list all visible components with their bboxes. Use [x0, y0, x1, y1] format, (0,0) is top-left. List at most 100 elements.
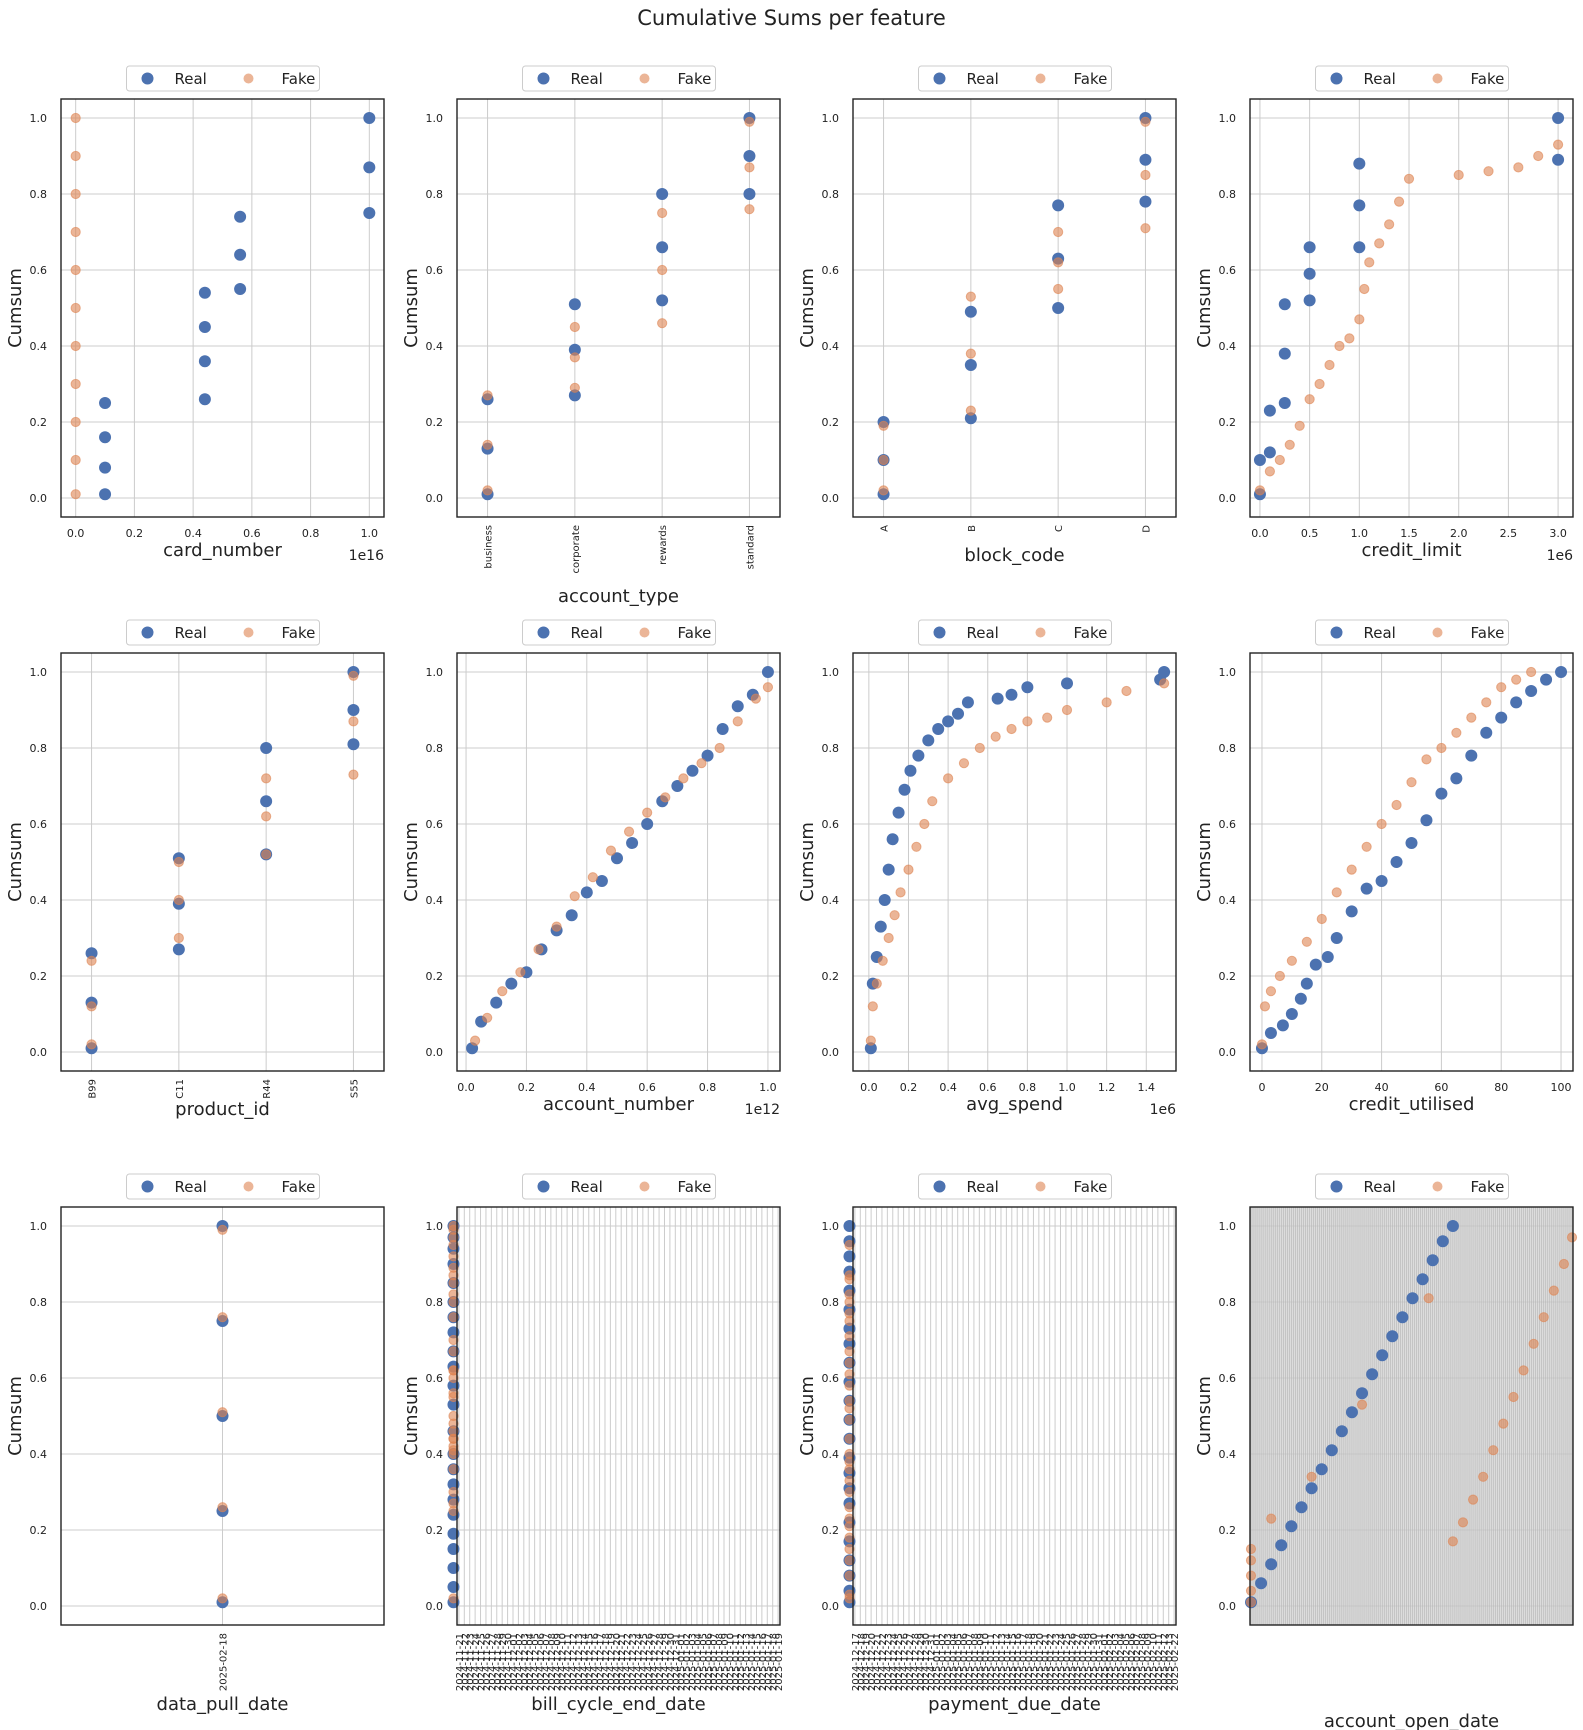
- x-tick-label: 1.2: [1098, 1081, 1116, 1094]
- real-point: [1356, 1387, 1369, 1400]
- fake-point: [217, 1224, 228, 1235]
- x-tick-label: 2025-02-05: [1121, 1633, 1132, 1691]
- fake-point: [1286, 955, 1297, 966]
- x-axis-label: credit_limit: [1361, 540, 1461, 561]
- x-tick-label: 2024-12-18: [856, 1633, 867, 1691]
- fake-point: [958, 758, 970, 769]
- x-tick-label: 2.0: [1450, 527, 1468, 540]
- y-tick-label: 0.6: [822, 264, 840, 277]
- real-point: [912, 749, 925, 762]
- legend-fake-label: Fake: [1471, 624, 1505, 642]
- fake-point: [482, 439, 493, 450]
- real-point: [1061, 677, 1074, 690]
- legend-real-label: Real: [1364, 624, 1396, 642]
- real-point: [1303, 267, 1316, 280]
- y-tick-label: 1.0: [822, 1220, 840, 1233]
- legend-real-label: Real: [571, 70, 603, 88]
- real-point: [656, 294, 669, 307]
- fake-point: [497, 986, 508, 997]
- y-tick-label: 0.0: [426, 492, 444, 505]
- real-point: [932, 723, 945, 735]
- real-point: [198, 355, 211, 368]
- x-tick-label: 2024-12-07: [541, 1633, 552, 1691]
- subplot-avg_spend: 0.0 0.2 0.4 0.6 0.8 1.0 0.0 0.2 0.4 0.6 0.8 1.0 1.2 1…: [797, 619, 1177, 1118]
- real-point: [1263, 446, 1276, 459]
- y-tick-label: 0.0: [1219, 1046, 1237, 1059]
- y-axis-label: Cumsum: [1194, 822, 1215, 902]
- real-point: [1353, 199, 1366, 212]
- real-point: [1255, 1577, 1268, 1590]
- fake-point: [657, 207, 668, 219]
- x-tick-label: 2025-01-03: [943, 1633, 954, 1691]
- fake-point: [261, 773, 272, 784]
- real-point: [1426, 1254, 1439, 1267]
- y-tick-label: 0.4: [1219, 340, 1237, 353]
- real-point: [942, 715, 955, 728]
- x-tick-label: 2025-01-03: [688, 1633, 699, 1691]
- real-point: [626, 837, 639, 849]
- fake-point: [871, 978, 882, 989]
- legend-fake-label: Fake: [1074, 624, 1108, 642]
- x-axis-label: account_number: [543, 1094, 695, 1115]
- x-tick-label: 2024-12-25: [894, 1633, 905, 1691]
- y-tick-label: 0.4: [1219, 894, 1237, 907]
- fake-point: [1256, 1039, 1268, 1050]
- x-tick-label: 2024-12-09: [552, 1633, 563, 1691]
- x-tick-label: 2025-01-21: [1040, 1633, 1051, 1691]
- x-tick-label: A: [880, 525, 891, 532]
- real-point: [347, 738, 360, 751]
- real-point: [1345, 1406, 1358, 1419]
- x-tick-label: 2025-01-22: [1046, 1633, 1057, 1691]
- legend-real-marker: [933, 626, 946, 639]
- legend-fake-label: Fake: [1471, 70, 1505, 88]
- y-tick-label: 0.6: [426, 818, 444, 831]
- fake-point: [1457, 1517, 1469, 1528]
- y-tick-label: 0.4: [30, 1448, 48, 1461]
- x-tick-label: 1.4: [1138, 1081, 1156, 1094]
- legend-real-marker: [537, 626, 550, 639]
- real-point: [1305, 1482, 1318, 1495]
- x-tick-label: 2025-01-19: [1029, 1633, 1040, 1691]
- x-tick-label: 2025-01-28: [1078, 1633, 1089, 1691]
- fake-point: [1245, 1585, 1257, 1596]
- real-point: [505, 977, 518, 990]
- y-tick-label: 0.8: [1219, 742, 1237, 755]
- real-point: [1295, 1501, 1308, 1514]
- fake-point: [348, 716, 359, 727]
- real-point: [1366, 1368, 1379, 1381]
- fake-point: [844, 1502, 855, 1513]
- x-tick-label: S55: [349, 1079, 360, 1098]
- y-tick-label: 0.6: [426, 1372, 444, 1385]
- fake-point: [217, 1593, 228, 1604]
- x-tick-label: 2025-01-30: [1089, 1633, 1100, 1691]
- real-point: [198, 393, 211, 406]
- real-point: [991, 692, 1004, 705]
- real-point: [1139, 195, 1152, 208]
- y-tick-label: 0.8: [1219, 1296, 1237, 1309]
- y-tick-label: 0.0: [30, 1046, 48, 1059]
- x-tick-label: 2025-01-04: [948, 1633, 959, 1691]
- fake-point: [1245, 1570, 1257, 1581]
- fake-point: [1393, 196, 1405, 207]
- fake-point: [470, 1035, 481, 1046]
- real-point: [1390, 856, 1403, 868]
- x-tick-label: B99: [88, 1079, 99, 1099]
- x-tick-label: 2024-12-16: [590, 1633, 601, 1691]
- fake-point: [623, 826, 635, 837]
- real-point: [1510, 696, 1523, 709]
- fake-point: [927, 796, 938, 807]
- fake-point: [261, 849, 272, 860]
- x-tick-label: 0.4: [939, 1081, 957, 1094]
- real-point: [1309, 958, 1322, 971]
- x-tick-label: 2025-01-26: [1067, 1633, 1078, 1691]
- fake-point: [1316, 913, 1327, 925]
- real-point: [595, 875, 608, 887]
- y-tick-label: 0.2: [822, 970, 840, 983]
- subplot-card_number: 0.0 0.2 0.4 0.6 0.8 1.0 0.0 0.2 0.4 0.6 0.8 1.0 1e16…: [5, 65, 385, 564]
- y-tick-label: 0.2: [426, 416, 444, 429]
- real-point: [198, 286, 211, 299]
- x-tick-label: 2025-01-12: [736, 1633, 747, 1691]
- x-tick-label: 0.6: [638, 1081, 656, 1094]
- x-tick-label: 2025-01-18: [769, 1633, 780, 1691]
- real-point: [1294, 992, 1307, 1005]
